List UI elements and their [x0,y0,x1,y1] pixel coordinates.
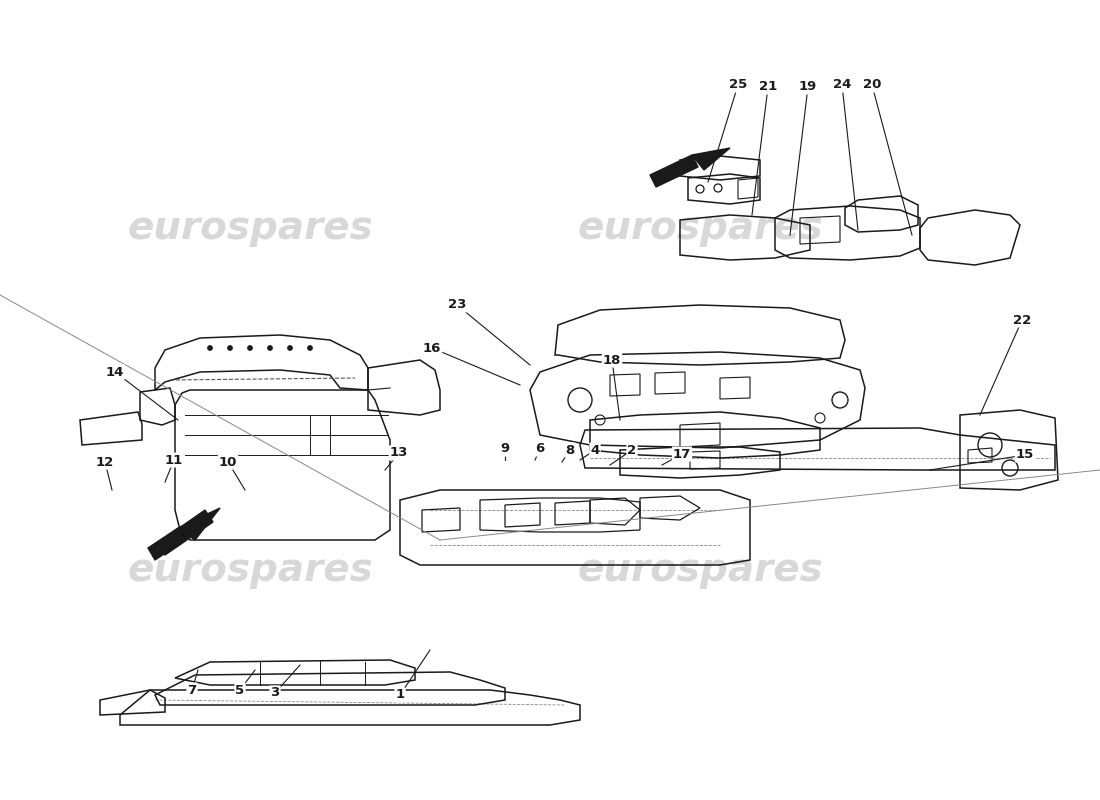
Polygon shape [155,510,213,555]
Circle shape [267,346,273,350]
Circle shape [287,346,293,350]
Circle shape [308,346,312,350]
Text: 9: 9 [500,442,509,455]
Circle shape [228,346,232,350]
Text: 7: 7 [187,683,197,697]
Text: 20: 20 [862,78,881,91]
Text: 16: 16 [422,342,441,354]
Polygon shape [148,528,185,560]
Text: 2: 2 [627,443,637,457]
Text: 17: 17 [673,447,691,461]
Text: 6: 6 [536,442,544,455]
Text: 19: 19 [799,81,817,94]
Text: 1: 1 [395,689,405,702]
Text: 14: 14 [106,366,124,378]
Circle shape [248,346,253,350]
Text: 25: 25 [729,78,747,91]
Polygon shape [650,155,699,187]
Text: 15: 15 [1016,449,1034,462]
Text: 18: 18 [603,354,622,366]
Text: 21: 21 [759,81,777,94]
Polygon shape [178,508,220,540]
Text: eurospares: eurospares [578,551,823,589]
Text: 11: 11 [165,454,183,466]
Text: 10: 10 [219,455,238,469]
Text: 24: 24 [833,78,851,91]
Text: 3: 3 [271,686,279,699]
Text: 13: 13 [389,446,408,459]
Text: 8: 8 [565,443,574,457]
Text: eurospares: eurospares [128,551,373,589]
Circle shape [208,346,212,350]
Text: 4: 4 [591,443,600,457]
Text: eurospares: eurospares [128,209,373,247]
Text: 22: 22 [1013,314,1031,326]
Polygon shape [692,148,730,170]
Text: 12: 12 [96,455,114,469]
Text: 5: 5 [235,683,244,697]
Text: eurospares: eurospares [578,209,823,247]
Text: 23: 23 [448,298,466,311]
